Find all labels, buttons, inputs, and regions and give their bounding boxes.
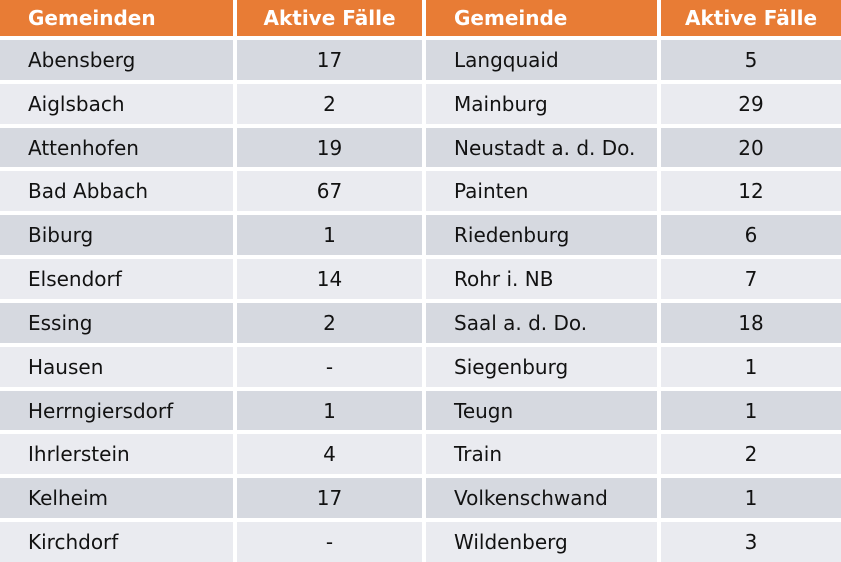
column-header-aktive-faelle-right: Aktive Fälle: [661, 0, 841, 36]
cell-aktive-faelle: 18: [661, 302, 841, 343]
cell-gemeinde-name: Mainburg: [426, 83, 657, 124]
cell-aktive-faelle: -: [237, 346, 422, 387]
cell-gemeinde-name: Biburg: [0, 215, 233, 256]
cell-aktive-faelle: 17: [237, 478, 422, 519]
cell-aktive-faelle: -: [237, 522, 422, 562]
cell-gemeinde-name: Teugn: [426, 390, 657, 431]
cell-aktive-faelle: 3: [661, 522, 841, 562]
cell-aktive-faelle: 2: [661, 434, 841, 475]
cell-gemeinde-name: Kirchdorf: [0, 522, 233, 562]
cell-aktive-faelle: 2: [237, 302, 422, 343]
cell-aktive-faelle: 67: [237, 171, 422, 212]
cell-aktive-faelle: 12: [661, 171, 841, 212]
cell-gemeinde-name: Langquaid: [426, 40, 657, 80]
cell-aktive-faelle: 1: [237, 215, 422, 256]
cell-gemeinde-name: Attenhofen: [0, 127, 233, 168]
cell-gemeinde-name: Herrngiersdorf: [0, 390, 233, 431]
cell-gemeinde-name: Siegenburg: [426, 346, 657, 387]
cell-aktive-faelle: 4: [237, 434, 422, 475]
cell-gemeinde-name: Neustadt a. d. Do.: [426, 127, 657, 168]
cell-aktive-faelle: 2: [237, 83, 422, 124]
cell-aktive-faelle: 17: [237, 40, 422, 80]
cell-gemeinde-name: Hausen: [0, 346, 233, 387]
column-header-gemeinde: Gemeinde: [426, 0, 657, 36]
cell-aktive-faelle: 1: [661, 346, 841, 387]
cell-gemeinde-name: Essing: [0, 302, 233, 343]
column-header-aktive-faelle-left: Aktive Fälle: [237, 0, 422, 36]
cell-gemeinde-name: Volkenschwand: [426, 478, 657, 519]
cell-gemeinde-name: Train: [426, 434, 657, 475]
cell-aktive-faelle: 29: [661, 83, 841, 124]
cell-aktive-faelle: 1: [237, 390, 422, 431]
column-header-gemeinden: Gemeinden: [0, 0, 233, 36]
cell-aktive-faelle: 7: [661, 259, 841, 299]
cell-gemeinde-name: Kelheim: [0, 478, 233, 519]
cell-aktive-faelle: 19: [237, 127, 422, 168]
cell-aktive-faelle: 6: [661, 215, 841, 256]
cell-gemeinde-name: Elsendorf: [0, 259, 233, 299]
cell-gemeinde-name: Bad Abbach: [0, 171, 233, 212]
cell-aktive-faelle: 14: [237, 259, 422, 299]
cell-gemeinde-name: Wildenberg: [426, 522, 657, 562]
cell-gemeinde-name: Abensberg: [0, 40, 233, 80]
cell-gemeinde-name: Ihrlerstein: [0, 434, 233, 475]
cell-gemeinde-name: Painten: [426, 171, 657, 212]
cell-aktive-faelle: 20: [661, 127, 841, 168]
cell-aktive-faelle: 1: [661, 390, 841, 431]
cell-gemeinde-name: Saal a. d. Do.: [426, 302, 657, 343]
cell-gemeinde-name: Riedenburg: [426, 215, 657, 256]
cell-gemeinde-name: Aiglsbach: [0, 83, 233, 124]
cell-gemeinde-name: Rohr i. NB: [426, 259, 657, 299]
cell-aktive-faelle: 5: [661, 40, 841, 80]
cell-aktive-faelle: 1: [661, 478, 841, 519]
